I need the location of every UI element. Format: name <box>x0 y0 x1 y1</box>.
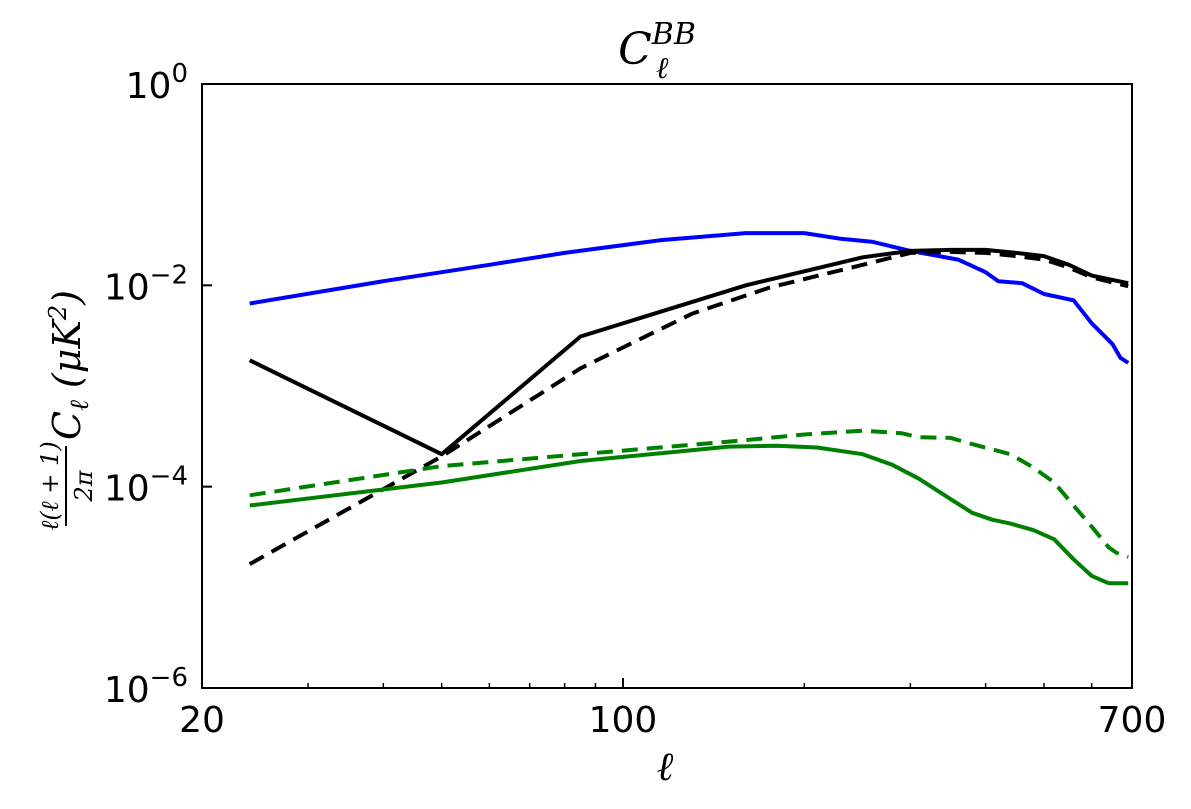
series-line-0 <box>249 231 1130 365</box>
y-label-unit: (μK <box>45 318 89 389</box>
y-axis-label: ℓ(ℓ + 1) 2π Cℓ (μK2) <box>36 290 98 531</box>
x-tick-label-0: 20 <box>179 700 225 741</box>
series-line-4 <box>249 428 1129 559</box>
title-sup: BB <box>651 17 696 52</box>
chart-title: CBB ℓ <box>618 17 696 86</box>
y-label-frac-den: 2π <box>70 469 98 502</box>
title-main: C <box>618 24 652 75</box>
x-axis-label: ℓ <box>657 744 674 790</box>
y-tick-label-2: 10−2 <box>104 260 188 308</box>
y-tick-label-1: 10−4 <box>104 462 188 510</box>
y-label-sym: C <box>45 411 89 440</box>
y-tick-label-3: 100 <box>126 59 188 107</box>
y-label-frac-num: ℓ(ℓ + 1) <box>36 441 64 530</box>
y-label-sub: ℓ <box>65 400 95 411</box>
series-line-2 <box>248 249 1129 566</box>
y-label-unit-close: ) <box>45 290 89 306</box>
y-tick-label-0: 10−6 <box>104 663 188 711</box>
series-line-3 <box>249 443 1129 586</box>
x-tick-label-2: 700 <box>1098 700 1167 741</box>
ticks-layer: 20 100 700 10−6 10−4 10−2 100 <box>104 59 1167 741</box>
y-label-symbol-line: Cℓ (μK2) <box>44 290 95 440</box>
x-tick-label-1: 100 <box>589 700 658 741</box>
y-label-unit-sup: 2 <box>44 305 72 321</box>
series-layer <box>248 231 1130 586</box>
title-sub: ℓ <box>656 51 669 86</box>
plot-frame <box>201 83 1133 689</box>
